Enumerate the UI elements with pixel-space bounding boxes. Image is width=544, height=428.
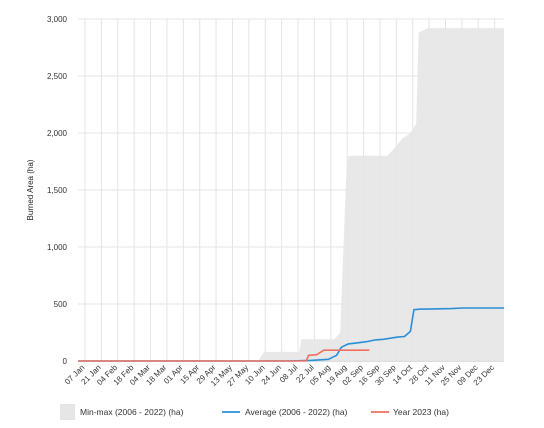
y-tick-label: 3,000 (47, 15, 68, 24)
year-2023-line (78, 349, 370, 362)
legend-label: Average (2006 - 2022) (ha) (245, 407, 348, 417)
y-tick-label: 2,500 (47, 72, 68, 81)
legend-label: Year 2023 (ha) (393, 407, 449, 417)
y-tick-label: 500 (54, 300, 68, 309)
y-tick-label: 1,500 (47, 186, 68, 195)
legend-swatch-min-max (60, 404, 75, 420)
y-tick-label: 2,000 (47, 129, 68, 138)
y-tick-label: 0 (63, 357, 68, 366)
y-axis-label: Burned Area (ha) (26, 159, 35, 220)
min-max-band-layer (78, 28, 504, 361)
series-layer (78, 307, 504, 362)
average-line (78, 307, 504, 362)
y-tick-label: 1,000 (47, 243, 68, 252)
legend: Min-max (2006 - 2022) (ha) Average (2006 … (60, 404, 449, 420)
min-max-band (78, 28, 504, 361)
legend-label: Min-max (2006 - 2022) (ha) (80, 407, 184, 417)
